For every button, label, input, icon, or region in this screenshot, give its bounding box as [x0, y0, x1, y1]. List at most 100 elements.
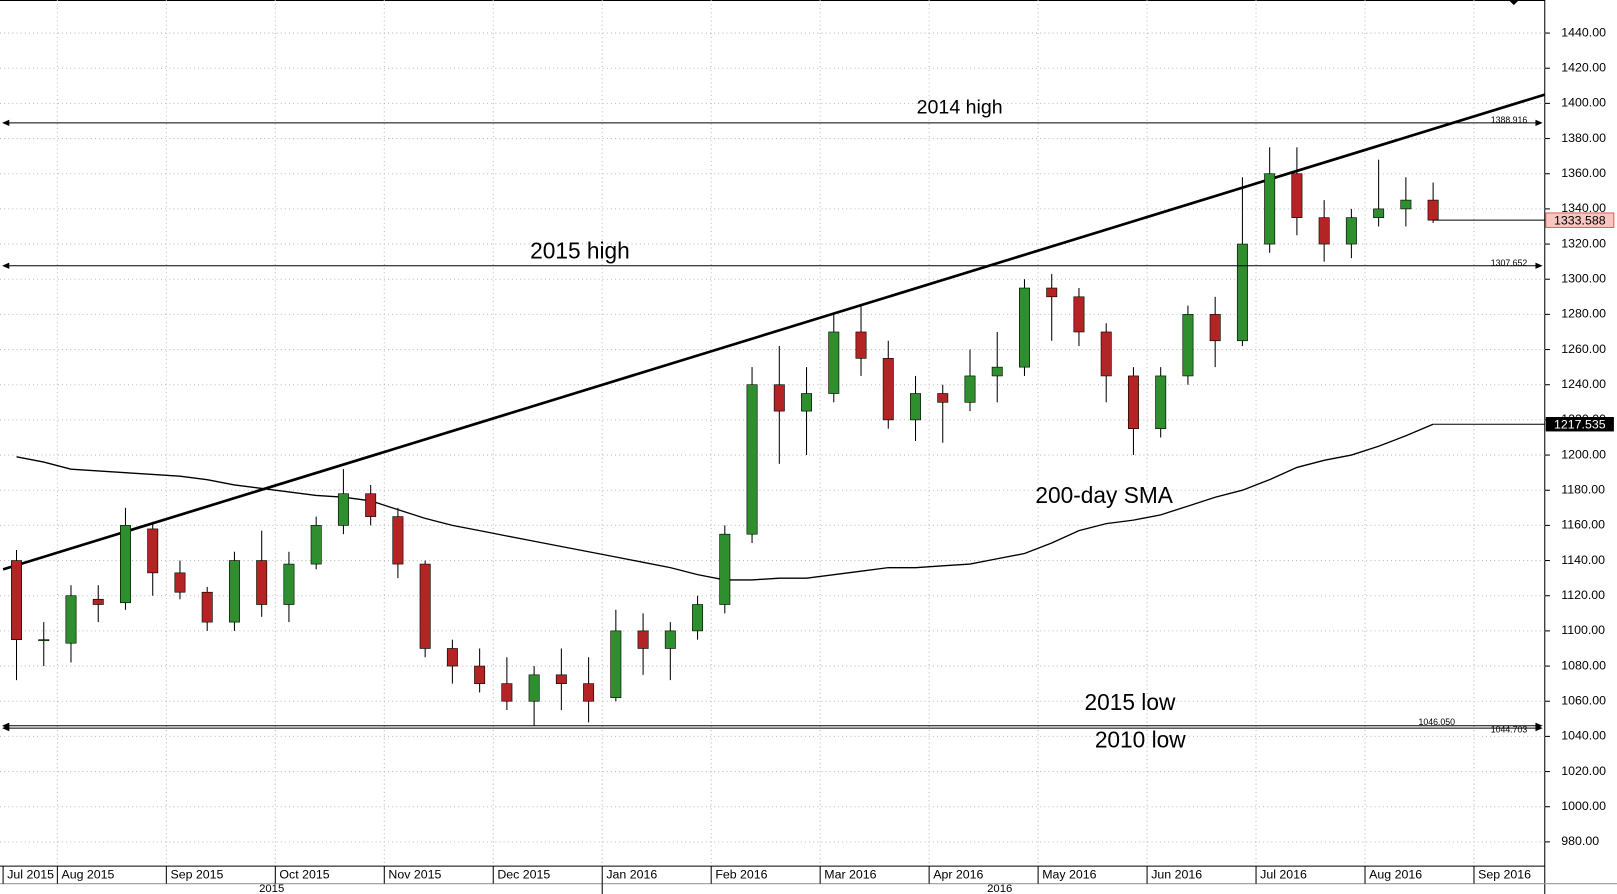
y-tick-label: 1340.00 [1561, 201, 1606, 215]
candle-body [38, 639, 50, 642]
candle-body [120, 525, 131, 604]
candle-body [474, 665, 486, 684]
candle-body [365, 493, 377, 517]
candle-body [1291, 173, 1303, 218]
candle-body [528, 674, 540, 702]
sma-last-label: 1217.535 [1554, 418, 1606, 432]
candle-body [337, 493, 349, 526]
candle-body [828, 331, 840, 394]
candle-body [283, 563, 295, 605]
candle-body [65, 595, 77, 644]
candle-body [446, 648, 458, 667]
x-tick-label: Aug 2015 [62, 868, 115, 882]
candle-body [910, 393, 921, 421]
y-tick-label: 1100.00 [1561, 623, 1605, 637]
candle-body [1427, 199, 1439, 221]
last-price-label: 1333.588 [1554, 213, 1606, 227]
candle-body [147, 528, 159, 574]
candle-body [1400, 199, 1412, 210]
candle-body [773, 384, 785, 412]
level-arrow-right [1535, 262, 1543, 269]
level-value-label: 1307.652 [1491, 258, 1528, 268]
y-tick-label: 1140.00 [1561, 553, 1605, 567]
candle-body [1264, 173, 1276, 245]
level-label: 2015 low [1085, 689, 1176, 715]
trendline [2, 93, 1546, 571]
x-tick-label: Feb 2016 [715, 868, 767, 882]
x-tick-label: Jul 2016 [1260, 868, 1307, 882]
last-price-box [1545, 212, 1615, 228]
level-label: 2014 high [917, 97, 1003, 119]
candle-body [937, 393, 949, 403]
candle-body [1373, 208, 1385, 218]
x-tick-label: Apr 2016 [933, 868, 983, 882]
y-tick-label: 980.00 [1561, 834, 1599, 848]
x-tick-label: Oct 2015 [279, 868, 329, 882]
candle-body [1127, 375, 1139, 429]
y-tick-label: 1040.00 [1561, 729, 1606, 743]
level-value-label: 1044.703 [1491, 725, 1528, 735]
candle-body [501, 683, 513, 702]
level-arrow-left [2, 262, 10, 269]
candle-body [310, 525, 322, 565]
y-tick-label: 1240.00 [1561, 377, 1606, 391]
candle-body [174, 572, 186, 593]
level-value-label: 1388.916 [1491, 115, 1528, 125]
candle-body [1100, 331, 1112, 377]
level-arrow-right [1535, 725, 1543, 732]
candle-body [1318, 217, 1330, 245]
candle-body [1182, 314, 1194, 377]
candle-body [583, 683, 595, 702]
candle-body [392, 516, 404, 565]
y-tick-label: 1080.00 [1561, 658, 1606, 672]
candle-body [419, 563, 431, 649]
y-tick-label: 1020.00 [1561, 764, 1606, 778]
sma-last-box [1545, 417, 1614, 432]
candle-body [1209, 314, 1221, 342]
candle-body [1345, 217, 1357, 245]
candle-body [610, 630, 622, 699]
x-tick-label: Dec 2015 [497, 868, 550, 882]
candle-body [637, 630, 649, 649]
y-tick-label: 1420.00 [1561, 60, 1606, 74]
candle-body [692, 604, 704, 632]
x-tick-label: Jan 2016 [606, 868, 657, 882]
level-arrow-left [2, 725, 10, 732]
y-tick-label: 1120.00 [1561, 588, 1605, 602]
y-tick-label: 1300.00 [1561, 271, 1606, 285]
candle-body [92, 598, 104, 605]
x-tick-label: Jul 2015 [7, 868, 54, 882]
scroll-marker [1508, 0, 1519, 6]
candle-body [991, 366, 1003, 377]
level-label: 2010 low [1095, 727, 1186, 753]
level-label: 2015 high [530, 237, 630, 263]
y-tick-label: 1000.00 [1561, 799, 1606, 813]
annotation: 200-day SMA [1035, 482, 1173, 508]
y-tick-label: 1200.00 [1561, 447, 1606, 461]
y-tick-label: 1360.00 [1561, 166, 1606, 180]
year-label: 2015 [259, 883, 284, 894]
candle-body [964, 375, 976, 403]
candle-body [555, 674, 567, 684]
y-tick-label: 1380.00 [1561, 131, 1606, 145]
y-tick-label: 1260.00 [1561, 342, 1606, 356]
x-tick-label: Aug 2016 [1369, 868, 1422, 882]
year-label: 2016 [987, 883, 1012, 894]
candle-body [1236, 243, 1248, 342]
x-tick-label: Jun 2016 [1151, 868, 1202, 882]
candle-body [1073, 296, 1085, 333]
y-tick-label: 1280.00 [1561, 307, 1606, 321]
x-tick-label: Sep 2016 [1478, 868, 1531, 882]
candle-body [882, 358, 894, 421]
y-tick-label: 1400.00 [1561, 96, 1606, 110]
x-tick-label: Nov 2015 [388, 868, 441, 882]
x-tick-label: Mar 2016 [824, 868, 876, 882]
candle-body [719, 533, 731, 605]
candle-body [855, 331, 867, 359]
candle-body [1155, 375, 1167, 429]
y-tick-label: 1180.00 [1561, 482, 1605, 496]
x-tick-label: Sep 2015 [170, 868, 223, 882]
candle-body [201, 591, 213, 623]
